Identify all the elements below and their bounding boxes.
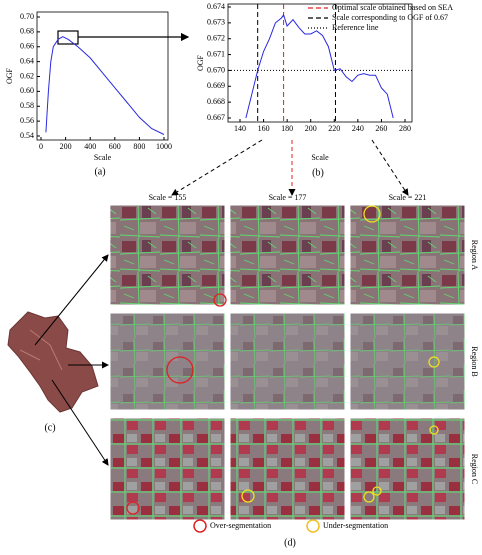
map-texture [19,329,63,371]
x-tick-label: 180 [281,124,293,133]
image-tile [349,312,466,411]
y-tick-label: 0.670 [207,65,225,74]
column-header: Scale = 221 [389,193,427,202]
y-tick-label: 0.64 [20,56,34,65]
y-tick-label: 0.62 [20,71,34,80]
panel-label: (c) [44,422,55,433]
y-tick-label: 0.671 [207,49,225,58]
legend-label: Scale corresponding to OGF of 0.67 [332,13,448,22]
x-tick-label: 220 [328,124,340,133]
annotation-circle [372,486,382,496]
annotation-circle [429,425,439,435]
annotation-circle [428,356,440,368]
x-tick-label: 1000 [156,142,172,151]
arrow [51,379,109,466]
column-header: Scale = 177 [269,193,307,202]
annotation-circle [241,489,255,503]
row-label: Region C [470,454,479,484]
y-tick-label: 0.667 [207,113,225,122]
x-tick-label: 160 [258,124,270,133]
plot-frame [36,11,169,141]
y-axis-label: OGF [5,67,14,84]
legend-label: Under-segmentation [323,521,388,530]
annotation-circle [213,293,227,307]
data-line [45,36,165,135]
arrow [171,139,263,196]
layout [7,30,409,466]
y-axis-label: OGF [196,54,205,71]
image-tile [229,312,346,411]
y-tick-label: 0.70 [20,12,34,21]
image-tile [229,204,346,306]
y-tick-label: 0.58 [20,101,34,110]
x-tick-label: 400 [84,142,96,151]
x-tick-label: 200 [60,142,72,151]
y-tick-label: 0.54 [20,131,34,140]
legend-label: Reference line [332,23,379,32]
image-tile [109,204,226,306]
x-tick-label: 260 [375,124,387,133]
y-tick-label: 0.673 [207,18,225,27]
y-tick-label: 0.68 [20,27,34,36]
x-tick-label: 0 [39,142,43,151]
y-tick-label: 0.56 [20,116,34,125]
legend-label: Over-segmentation [210,521,271,530]
x-axis-label: Scale [94,153,112,162]
x-tick-label: 200 [305,124,317,133]
y-tick-label: 0.672 [207,34,225,43]
panel-label: (d) [284,537,296,548]
legend-circle [306,519,320,533]
legend-label: Optimal scale obtained based on SEA [332,3,453,12]
row-label: Region A [470,240,479,271]
legend-circle [193,519,207,533]
data-line [245,13,394,119]
row-label: Region B [470,346,479,376]
arrow [371,139,409,196]
column-header: Scale = 155 [149,193,187,202]
study-area-map [7,311,99,413]
plot-frame [227,3,413,123]
x-tick-label: 600 [109,142,121,151]
annotation-circle [363,205,381,223]
image-tile [229,417,346,521]
x-tick-label: 800 [133,142,145,151]
y-tick-label: 0.60 [20,86,34,95]
y-tick-label: 0.668 [207,97,225,106]
image-tile [109,312,226,411]
arrow [34,254,109,346]
annotation-circle [126,501,140,515]
x-tick-label: 240 [352,124,364,133]
image-tile [349,417,466,521]
annotation-circle [166,356,194,384]
y-tick-label: 0.674 [207,2,225,11]
annotation-circle [363,491,375,503]
panel-label: (b) [312,167,324,178]
x-axis-label: Scale [311,153,329,162]
panel-label: (a) [94,166,105,177]
y-tick-label: 0.66 [20,42,34,51]
y-tick-label: 0.669 [207,81,225,90]
x-tick-label: 140 [234,124,246,133]
x-tick-label: 280 [399,124,411,133]
